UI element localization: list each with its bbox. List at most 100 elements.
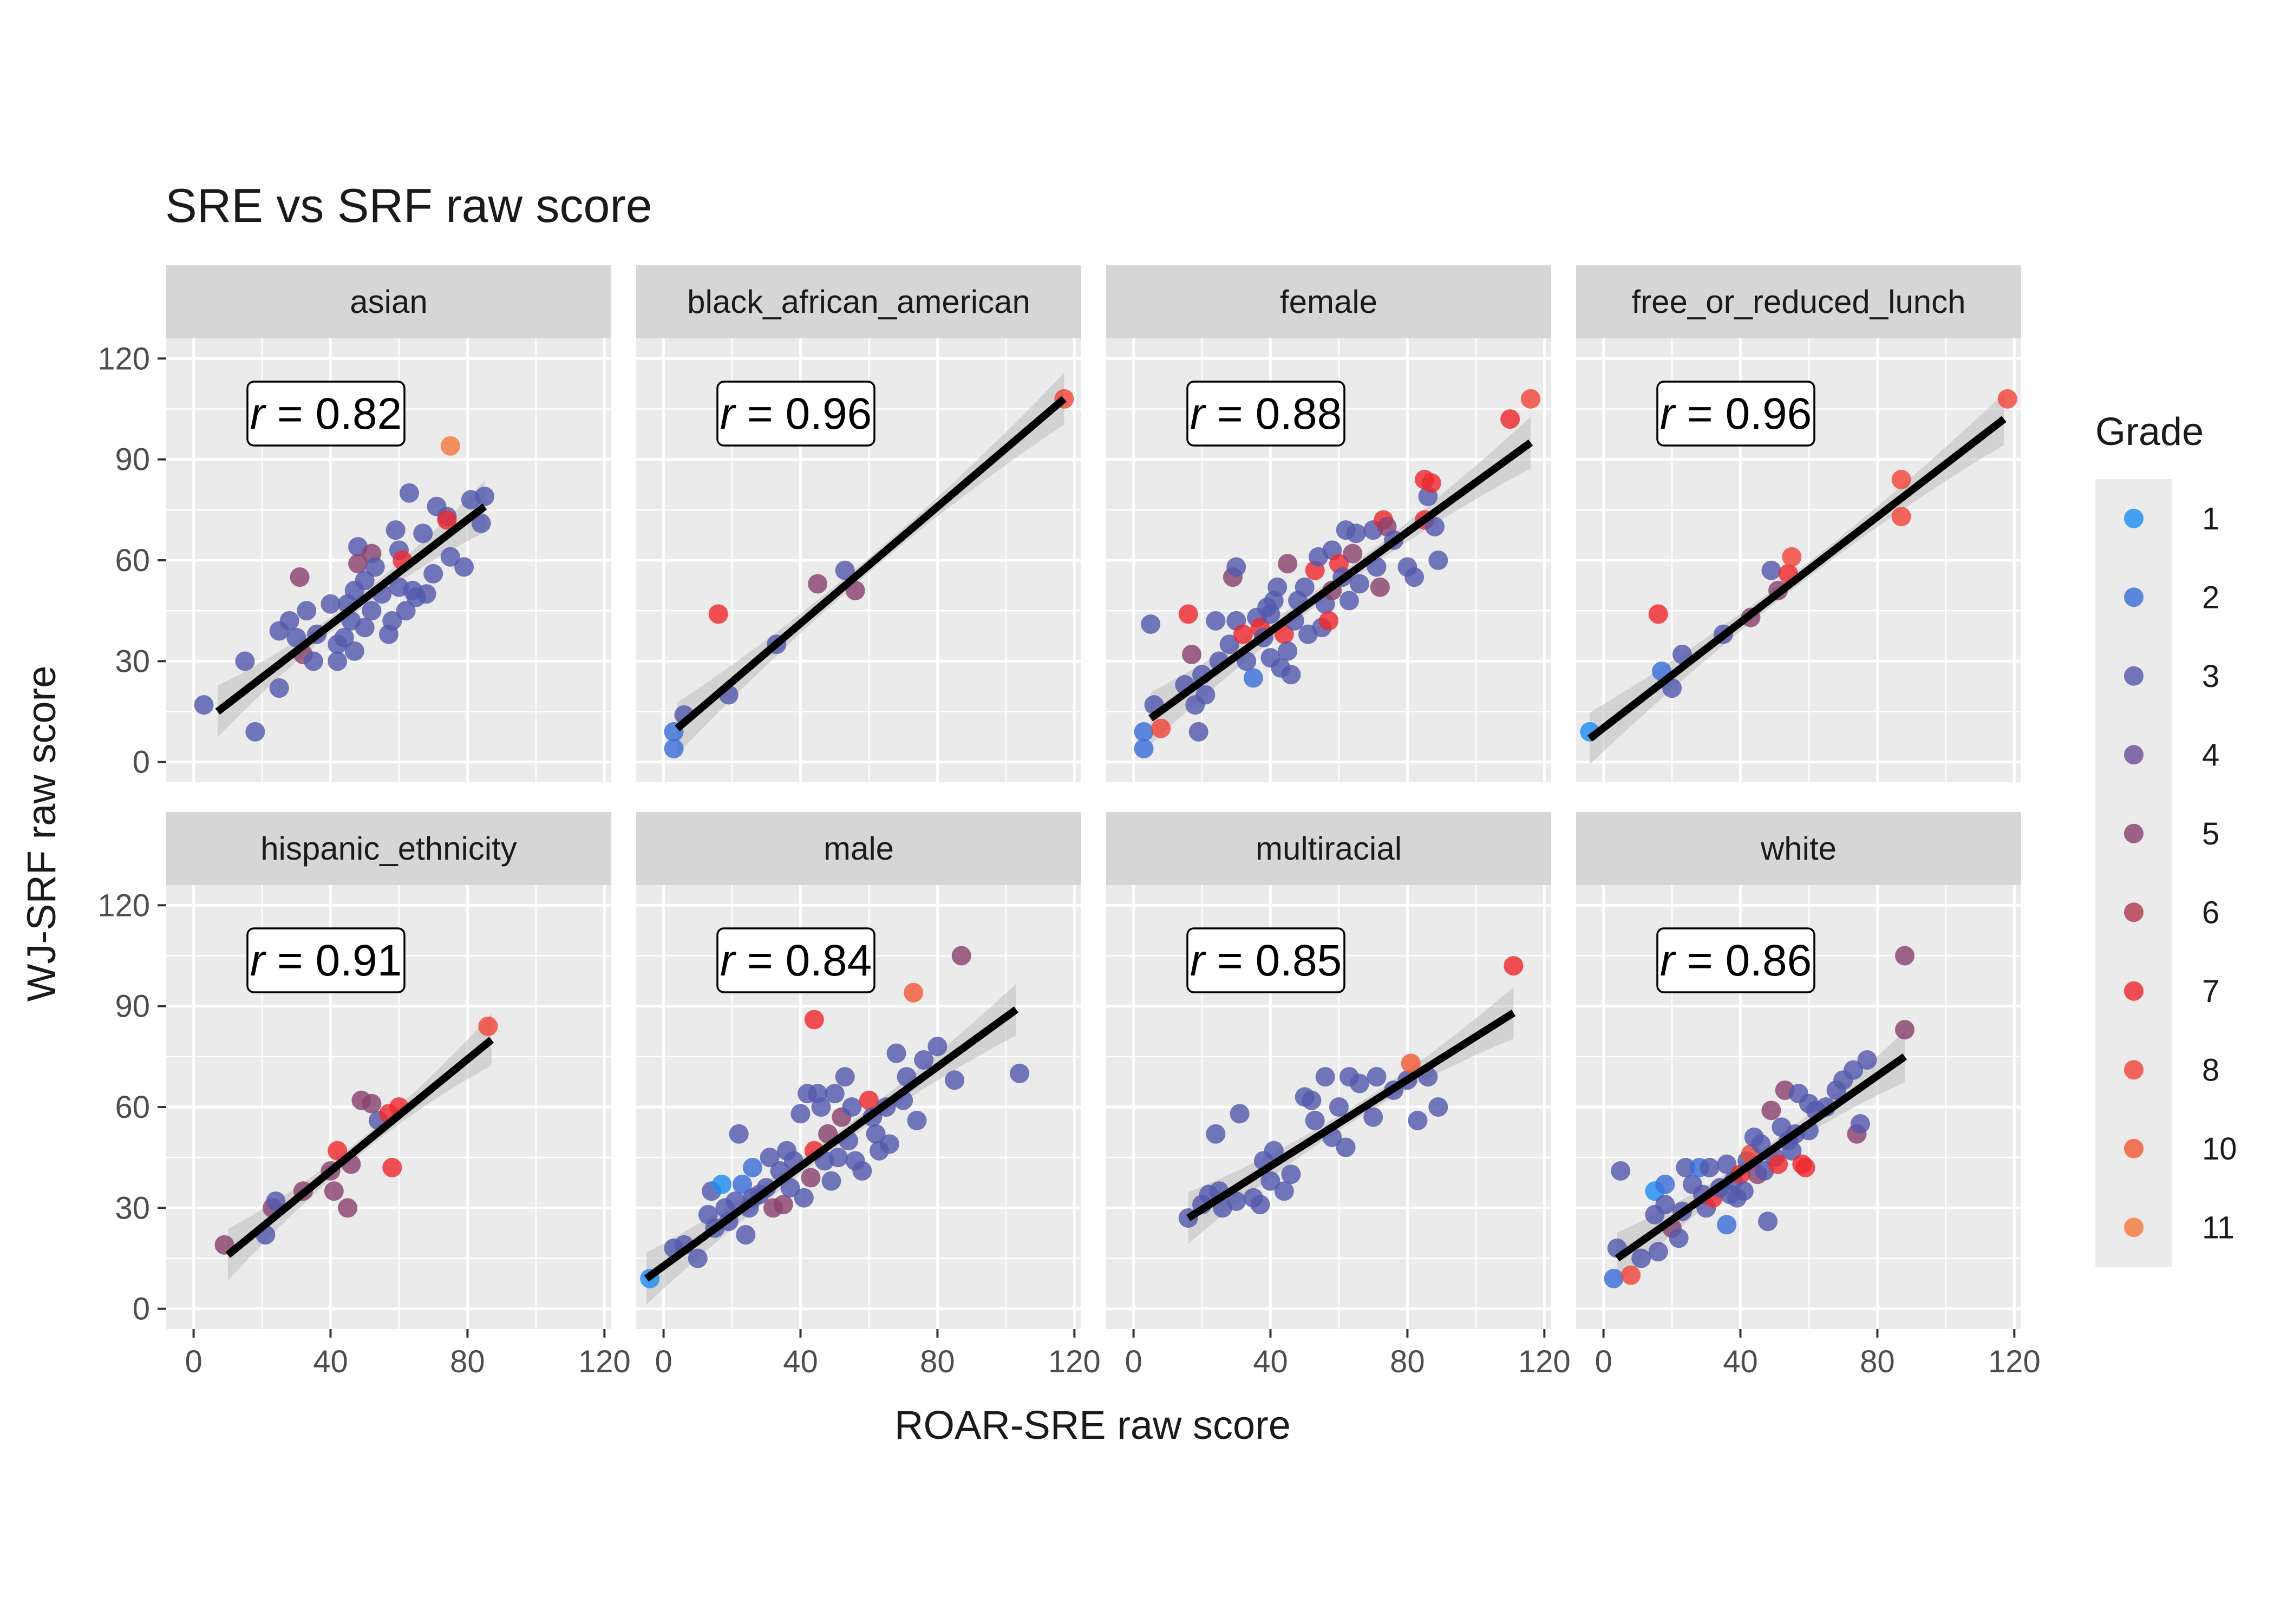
x-tick-label: 120 bbox=[1518, 1344, 1571, 1379]
facet-strip-label: black_african_american bbox=[687, 284, 1030, 320]
data-point bbox=[907, 1110, 927, 1130]
data-point bbox=[1336, 1137, 1356, 1157]
x-tick-label: 0 bbox=[1595, 1344, 1612, 1379]
data-point bbox=[338, 1198, 358, 1218]
data-point bbox=[471, 513, 491, 533]
correlation-label-box bbox=[716, 381, 875, 447]
legend-label: 8 bbox=[2202, 1052, 2219, 1088]
data-point bbox=[1404, 567, 1424, 587]
data-point bbox=[303, 651, 323, 671]
legend-swatch bbox=[2124, 666, 2144, 686]
data-point bbox=[879, 1134, 899, 1154]
data-point bbox=[1134, 738, 1154, 758]
data-point bbox=[437, 510, 457, 530]
data-point bbox=[1182, 644, 1202, 664]
panel-plot-area bbox=[640, 946, 1030, 1305]
data-point bbox=[1997, 389, 2017, 409]
x-tick-label: 40 bbox=[313, 1344, 348, 1379]
data-point bbox=[266, 1191, 286, 1211]
y-tick-label: 120 bbox=[97, 341, 150, 376]
x-tick-label: 40 bbox=[783, 1344, 818, 1379]
data-point bbox=[1349, 574, 1369, 594]
data-point bbox=[269, 678, 289, 698]
correlation-label-box bbox=[1656, 381, 1815, 447]
x-tick-label: 80 bbox=[1860, 1344, 1895, 1379]
legend-label: 1 bbox=[2202, 501, 2219, 536]
correlation-label-box bbox=[1186, 381, 1345, 447]
legend-label: 6 bbox=[2202, 895, 2219, 930]
data-point bbox=[1891, 469, 1911, 489]
y-tick-label: 30 bbox=[115, 644, 150, 679]
legend-item: 2 bbox=[2124, 580, 2219, 615]
facet-strip bbox=[1576, 812, 2021, 885]
data-point bbox=[1226, 1191, 1246, 1211]
data-point bbox=[454, 557, 474, 577]
data-point bbox=[1230, 1104, 1250, 1124]
legend-title: Grade bbox=[2095, 410, 2204, 454]
legend-swatch bbox=[2124, 1217, 2144, 1237]
x-tick-label: 120 bbox=[1988, 1344, 2041, 1379]
data-point bbox=[821, 1171, 841, 1191]
regression-line bbox=[1186, 1010, 1516, 1221]
y-tick-label: 120 bbox=[97, 888, 150, 923]
data-point bbox=[355, 571, 375, 591]
data-point bbox=[194, 695, 214, 715]
data-point bbox=[1521, 389, 1541, 409]
data-point bbox=[1611, 1161, 1631, 1181]
data-point bbox=[1500, 409, 1520, 429]
data-point bbox=[1195, 685, 1216, 705]
legend-swatch bbox=[2124, 1138, 2144, 1158]
data-point bbox=[1278, 554, 1298, 574]
data-point bbox=[1250, 1195, 1270, 1215]
x-tick-label: 80 bbox=[1390, 1344, 1425, 1379]
data-point bbox=[866, 1124, 886, 1144]
facet-strip bbox=[636, 265, 1081, 338]
legend-item: 8 bbox=[2124, 1052, 2219, 1088]
data-point bbox=[914, 1050, 934, 1070]
legend-label: 10 bbox=[2202, 1131, 2237, 1167]
data-point bbox=[811, 1097, 831, 1117]
data-point bbox=[416, 584, 436, 604]
data-point bbox=[440, 436, 460, 456]
panel-plot-area bbox=[194, 436, 495, 742]
correlation-label-box bbox=[1656, 927, 1815, 993]
facet-strip-label: free_or_reduced_lunch bbox=[1631, 284, 1965, 320]
panel-plot-area bbox=[1604, 946, 1915, 1288]
legend: Grade 1 2 3 4 5 6 7 8 10 11 bbox=[2095, 410, 2237, 1267]
data-point bbox=[708, 604, 728, 624]
legend-swatch bbox=[2124, 981, 2144, 1001]
data-point bbox=[1717, 1215, 1737, 1235]
data-point bbox=[1850, 1114, 1870, 1134]
correlation-label: r = 0.86 bbox=[1660, 936, 1812, 985]
correlation-label: r = 0.84 bbox=[720, 936, 872, 985]
data-point bbox=[1428, 551, 1448, 570]
regression-line bbox=[215, 503, 487, 715]
data-point bbox=[842, 1097, 862, 1117]
data-point bbox=[1141, 614, 1161, 634]
y-tick-label: 60 bbox=[115, 543, 150, 578]
facet-panel-female: female r = 0.88 bbox=[1106, 265, 1551, 782]
data-point bbox=[399, 483, 419, 503]
legend-item: 3 bbox=[2124, 659, 2219, 694]
data-point bbox=[1281, 1164, 1301, 1184]
data-point bbox=[321, 594, 341, 614]
facet-panel-asian: asian r = 0.82 bbox=[166, 265, 611, 782]
y-tick-label: 0 bbox=[133, 1292, 150, 1327]
data-point bbox=[886, 1043, 906, 1063]
y-tick-label: 90 bbox=[115, 442, 150, 477]
data-point bbox=[362, 1093, 382, 1114]
data-point bbox=[1178, 604, 1198, 624]
facet-strip bbox=[1106, 265, 1551, 338]
data-point bbox=[279, 611, 299, 631]
data-point bbox=[736, 1225, 756, 1245]
correlation-label-box bbox=[1186, 927, 1345, 993]
data-point bbox=[804, 1010, 824, 1030]
data-point bbox=[1795, 1157, 1815, 1177]
legend-key-background bbox=[2095, 479, 2172, 1267]
legend-item: 5 bbox=[2124, 816, 2219, 852]
data-point bbox=[344, 641, 364, 661]
data-point bbox=[1428, 1097, 1448, 1117]
